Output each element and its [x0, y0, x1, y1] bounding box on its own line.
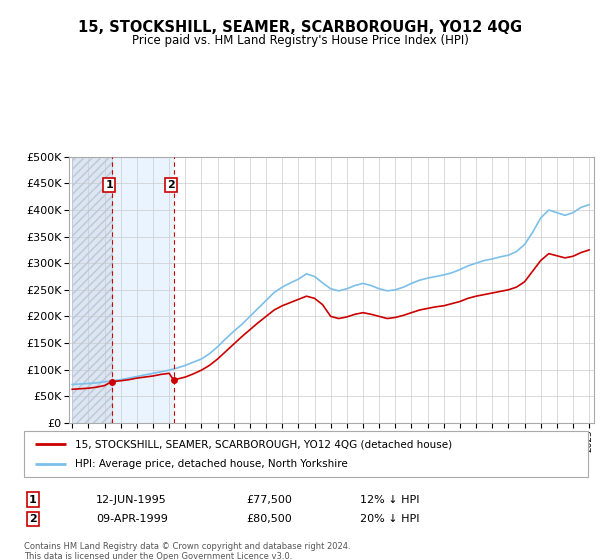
Text: HPI: Average price, detached house, North Yorkshire: HPI: Average price, detached house, Nort…: [75, 459, 347, 469]
Text: 09-APR-1999: 09-APR-1999: [96, 514, 168, 524]
Text: 15, STOCKSHILL, SEAMER, SCARBOROUGH, YO12 4QG: 15, STOCKSHILL, SEAMER, SCARBOROUGH, YO1…: [78, 20, 522, 35]
Text: 1: 1: [29, 494, 37, 505]
Text: 1: 1: [106, 180, 113, 190]
Text: 2: 2: [29, 514, 37, 524]
Bar: [72, 157, 112, 423]
Text: 15, STOCKSHILL, SEAMER, SCARBOROUGH, YO12 4QG (detached house): 15, STOCKSHILL, SEAMER, SCARBOROUGH, YO1…: [75, 439, 452, 449]
Bar: [72, 157, 112, 423]
Text: 2: 2: [167, 180, 175, 190]
Text: 20% ↓ HPI: 20% ↓ HPI: [360, 514, 419, 524]
Text: Price paid vs. HM Land Registry's House Price Index (HPI): Price paid vs. HM Land Registry's House …: [131, 34, 469, 46]
Bar: [112, 157, 173, 423]
Text: 12% ↓ HPI: 12% ↓ HPI: [360, 494, 419, 505]
Text: 12-JUN-1995: 12-JUN-1995: [96, 494, 167, 505]
FancyBboxPatch shape: [24, 431, 588, 477]
Text: £77,500: £77,500: [246, 494, 292, 505]
Text: £80,500: £80,500: [246, 514, 292, 524]
Text: Contains HM Land Registry data © Crown copyright and database right 2024.
This d: Contains HM Land Registry data © Crown c…: [24, 542, 350, 560]
